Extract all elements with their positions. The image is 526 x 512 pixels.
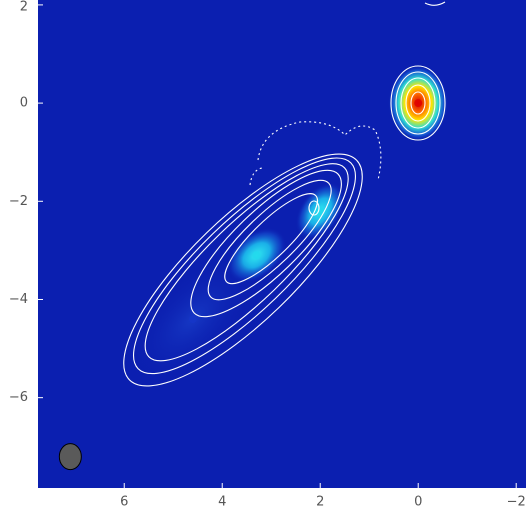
source-peak [188, 315, 197, 324]
source-peak [252, 251, 261, 260]
x-tick-label: 4 [218, 495, 226, 510]
contour [190, 169, 342, 318]
contour [207, 179, 332, 301]
y-tick-label: 0 [20, 96, 28, 111]
contour [390, 65, 446, 141]
contours [123, 1, 446, 387]
contour [424, 1, 446, 6]
contour [144, 163, 349, 362]
source-peak [316, 207, 325, 216]
source-peak [414, 99, 423, 108]
beam [58, 443, 82, 471]
y-tick-label: −2 [9, 194, 28, 209]
x-tick-label: 2 [316, 495, 324, 510]
y-tick-label: 2 [20, 0, 28, 15]
contour [400, 77, 436, 129]
y-tick-label: −4 [9, 292, 28, 307]
contour [224, 193, 318, 285]
contour [308, 200, 320, 216]
contour [123, 153, 363, 387]
y-tick-label: −6 [9, 390, 28, 405]
contour [410, 91, 426, 115]
negative-contour [249, 167, 263, 186]
contour [132, 157, 356, 375]
contour [405, 84, 431, 122]
x-tick-label: 0 [414, 495, 422, 510]
negative-contour [257, 121, 382, 181]
x-tick-label: −2 [507, 495, 526, 510]
x-tick-label: 6 [120, 495, 128, 510]
contour [395, 71, 441, 135]
